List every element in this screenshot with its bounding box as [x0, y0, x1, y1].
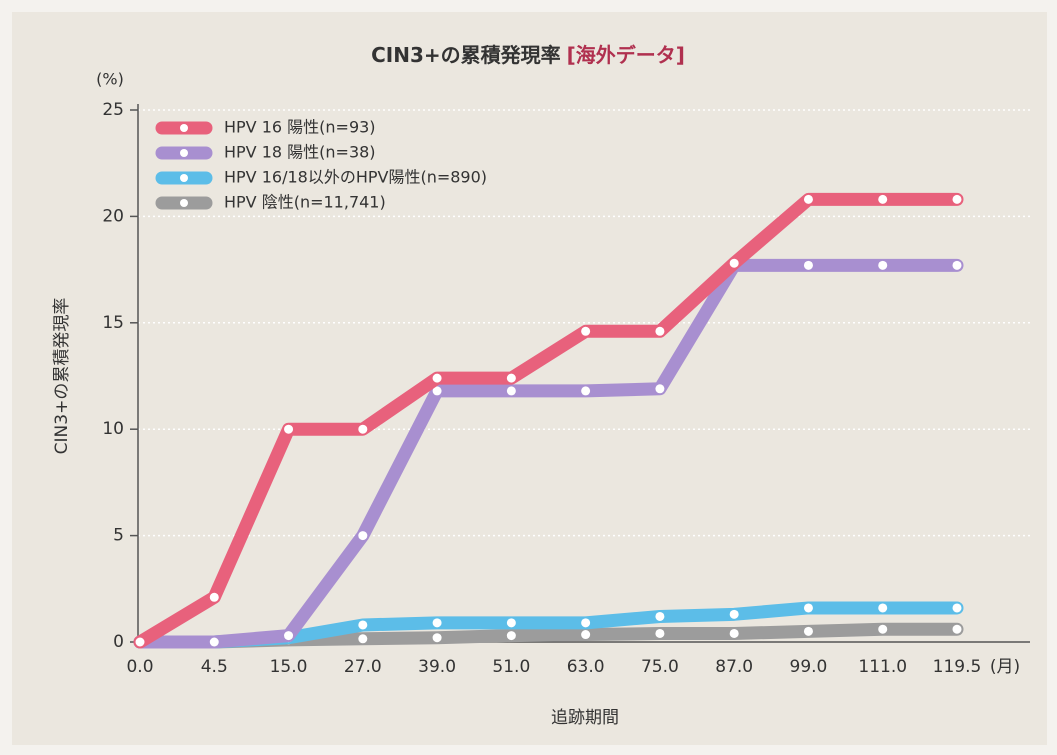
- data-point: [581, 618, 591, 628]
- data-point: [878, 624, 888, 634]
- data-point: [803, 626, 813, 636]
- data-point: [506, 631, 516, 641]
- data-point: [729, 258, 739, 268]
- legend-label: HPV 陰性(n=11,741): [224, 193, 386, 212]
- chart-title: CIN3+の累積発現率 [海外データ]: [371, 43, 685, 67]
- data-point: [655, 628, 665, 638]
- data-point: [209, 637, 219, 647]
- data-point: [655, 611, 665, 621]
- data-point: [952, 260, 962, 270]
- data-point: [358, 531, 368, 541]
- data-point: [358, 620, 368, 630]
- legend-dot: [180, 174, 188, 182]
- legend-label: HPV 16 陽性(n=93): [224, 118, 376, 137]
- x-axis-label: 追跡期間: [551, 708, 619, 728]
- data-point: [135, 637, 145, 647]
- series-line: [133, 258, 964, 649]
- data-point: [878, 260, 888, 270]
- x-tick-label: 119.5: [933, 657, 982, 677]
- y-axis-label: CIN3+の累積発現率: [52, 298, 72, 455]
- data-point: [803, 603, 813, 613]
- y-tick-label: 20: [102, 206, 124, 226]
- y-tick-label: 25: [102, 100, 124, 120]
- legend-label: HPV 18 陽性(n=38): [224, 143, 376, 162]
- x-tick-label: 111.0: [858, 657, 907, 677]
- title-note: [海外データ]: [567, 43, 685, 67]
- y-tick-label: 15: [102, 313, 124, 333]
- legend-label: HPV 16/18以外のHPV陽性(n=890): [224, 168, 487, 187]
- data-point: [952, 194, 962, 204]
- data-point: [952, 603, 962, 613]
- data-point: [803, 260, 813, 270]
- x-tick-label: 15.0: [270, 657, 308, 677]
- x-tick-label: 63.0: [567, 657, 605, 677]
- data-point: [506, 618, 516, 628]
- data-point: [432, 618, 442, 628]
- data-point: [878, 603, 888, 613]
- series-line: [133, 192, 964, 649]
- data-point: [358, 424, 368, 434]
- y-tick-label: 10: [102, 419, 124, 439]
- x-tick-label: 0.0: [126, 657, 153, 677]
- data-point: [581, 326, 591, 336]
- data-point: [432, 633, 442, 643]
- data-point: [952, 624, 962, 634]
- x-tick-label: 4.5: [201, 657, 228, 677]
- data-point: [581, 386, 591, 396]
- data-point: [506, 373, 516, 383]
- title-main: CIN3+の累積発現率: [371, 43, 561, 67]
- data-point: [729, 609, 739, 619]
- data-point: [432, 386, 442, 396]
- data-point: [284, 424, 294, 434]
- x-unit: (月): [990, 657, 1020, 677]
- data-point: [803, 194, 813, 204]
- x-tick-label: 99.0: [790, 657, 828, 677]
- data-point: [209, 592, 219, 602]
- y-tick-label: 0: [113, 632, 124, 652]
- data-point: [655, 384, 665, 394]
- data-point: [655, 326, 665, 336]
- data-point: [581, 630, 591, 640]
- legend-dot: [180, 149, 188, 157]
- data-point: [878, 194, 888, 204]
- x-tick-label: 75.0: [641, 657, 679, 677]
- x-tick-label: 87.0: [715, 657, 753, 677]
- data-point: [284, 631, 294, 641]
- y-unit: (%): [96, 70, 124, 89]
- x-tick-label: 51.0: [492, 657, 530, 677]
- legend-dot: [180, 199, 188, 207]
- data-point: [358, 634, 368, 644]
- x-tick-label: 39.0: [418, 657, 456, 677]
- data-point: [729, 628, 739, 638]
- x-tick-label: 27.0: [344, 657, 382, 677]
- legend-dot: [180, 124, 188, 132]
- data-point: [506, 386, 516, 396]
- data-point: [432, 373, 442, 383]
- y-tick-label: 5: [113, 526, 124, 546]
